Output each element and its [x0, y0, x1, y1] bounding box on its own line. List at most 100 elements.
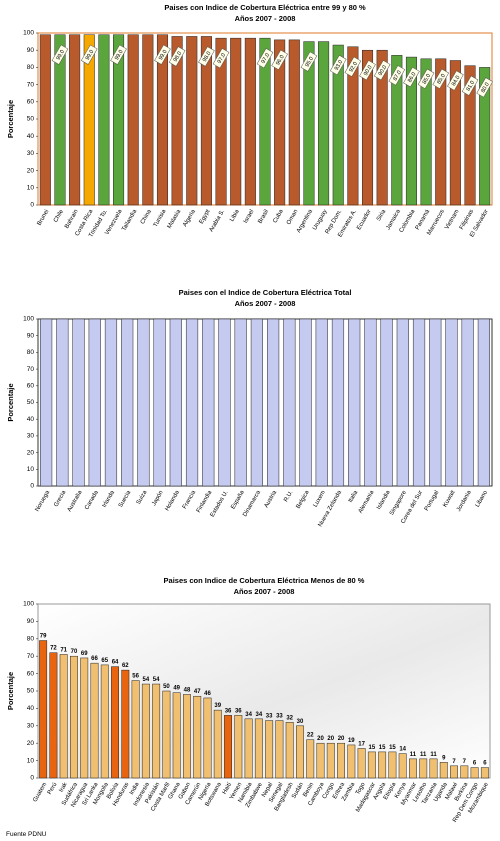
- value-label-box: [373, 60, 391, 81]
- bar: [439, 762, 448, 779]
- bar: [460, 765, 469, 779]
- value-label: 46: [204, 691, 211, 697]
- y-tick-label: 0: [30, 483, 34, 490]
- bar: [39, 34, 51, 206]
- x-tick-label: Cuba: [272, 208, 285, 224]
- x-tick-label: Australia: [67, 489, 84, 513]
- chart-title: Paises con Indice de Cobertura Eléctrica…: [164, 3, 366, 12]
- bar: [337, 742, 345, 779]
- value-label: 62: [122, 663, 129, 669]
- y-tick-label: 80: [27, 349, 35, 356]
- value-label-box: [417, 68, 435, 89]
- chart-title: Paises con Indice de Cobertura Eléctrica…: [164, 576, 365, 585]
- bar: [429, 318, 442, 487]
- value-label: 34: [256, 712, 263, 718]
- bar: [315, 318, 328, 487]
- y-tick-label: 80: [27, 636, 35, 643]
- value-label-group: 97.0: [256, 48, 274, 69]
- y-tick-label: 100: [23, 316, 34, 323]
- value-label: 72: [50, 646, 57, 652]
- chart-title: Paises con el Indice de Cobertura Eléctr…: [179, 288, 352, 297]
- chart: Paises con Indice de Cobertura Eléctrica…: [6, 3, 493, 239]
- x-tick-label: Tailandia: [121, 208, 138, 232]
- bar: [391, 55, 403, 206]
- value-label-box: [344, 56, 362, 77]
- value-label: 11: [420, 752, 427, 758]
- x-tick-label: China: [140, 208, 153, 225]
- x-tick-label: Arabia S.: [209, 209, 227, 234]
- x-tick-label: Israel: [243, 209, 256, 225]
- value-label-box: [256, 48, 274, 69]
- value-label: 95.0: [304, 56, 315, 68]
- y-tick-label: 90: [27, 332, 35, 339]
- bar: [285, 722, 294, 779]
- value-label: 85.0: [436, 73, 447, 85]
- bar: [450, 765, 458, 779]
- value-label: 7: [463, 759, 467, 765]
- bar: [380, 318, 393, 487]
- y-tick-label: 10: [27, 185, 35, 192]
- value-label: 69: [81, 651, 88, 657]
- bar: [477, 318, 490, 487]
- y-axis-label: Porcentaje: [6, 100, 15, 138]
- bar: [69, 34, 81, 206]
- bar: [275, 720, 284, 779]
- bar: [121, 318, 134, 487]
- bar: [409, 758, 417, 779]
- value-label: 79: [40, 634, 47, 640]
- x-tick-label: Belgica: [296, 489, 311, 510]
- value-label: 20: [338, 736, 345, 742]
- bar: [215, 37, 227, 206]
- x-tick-label: Haití: [222, 782, 234, 796]
- bar: [299, 318, 312, 487]
- bar: [398, 753, 407, 779]
- value-label: 54: [153, 677, 160, 683]
- value-label-group: 87.0: [388, 65, 406, 86]
- value-label: 99.0: [85, 49, 96, 61]
- bar: [152, 683, 161, 779]
- value-label: 97.0: [217, 52, 228, 64]
- bar: [137, 318, 150, 487]
- value-label: 34: [245, 712, 252, 718]
- value-label: 71: [60, 647, 67, 653]
- x-tick-label: Ecuador: [356, 209, 372, 231]
- bar: [361, 49, 374, 206]
- value-label-group: 97.0: [212, 48, 230, 69]
- bar: [153, 318, 166, 487]
- value-label-group: 90.0: [359, 60, 376, 81]
- value-label-group: 92.0: [344, 56, 362, 77]
- x-tick-label: Siria: [376, 208, 388, 222]
- y-axis-label: Porcentaje: [6, 383, 15, 421]
- value-label: 87.0: [392, 70, 403, 82]
- value-label: 64: [112, 660, 119, 666]
- bar: [131, 680, 140, 779]
- chart-subtitle: Años 2007 - 2008: [234, 587, 295, 596]
- x-tick-label: Libano: [475, 489, 490, 508]
- bar: [348, 318, 361, 487]
- value-label-group: 80.0: [476, 77, 493, 98]
- y-tick-label: 0: [30, 775, 34, 782]
- x-tick-label: Bahrain: [64, 209, 80, 230]
- y-tick-label: 50: [27, 399, 35, 406]
- value-label-group: 93.0: [329, 54, 347, 76]
- x-tick-label: Perú: [47, 782, 59, 796]
- y-tick-label: 60: [27, 99, 35, 106]
- x-tick-label: Brunei: [37, 209, 51, 227]
- x-tick-label: Canada: [84, 489, 100, 511]
- bar: [419, 758, 428, 779]
- x-tick-label: Portugal: [424, 490, 440, 512]
- x-tick-label: Irlanda: [102, 489, 117, 508]
- value-label: 99.0: [56, 49, 67, 61]
- value-label-group: 85.0: [432, 68, 450, 89]
- bar: [141, 683, 150, 779]
- bar: [254, 718, 263, 779]
- bar: [183, 694, 191, 779]
- bar: [39, 640, 48, 779]
- value-label: 90.0: [363, 65, 374, 77]
- y-tick-label: 50: [27, 116, 35, 123]
- bar: [49, 652, 58, 779]
- bar: [162, 690, 171, 779]
- x-tick-label: Jordania: [456, 489, 473, 513]
- bar: [244, 718, 253, 779]
- value-label-group: 98.0: [198, 46, 215, 67]
